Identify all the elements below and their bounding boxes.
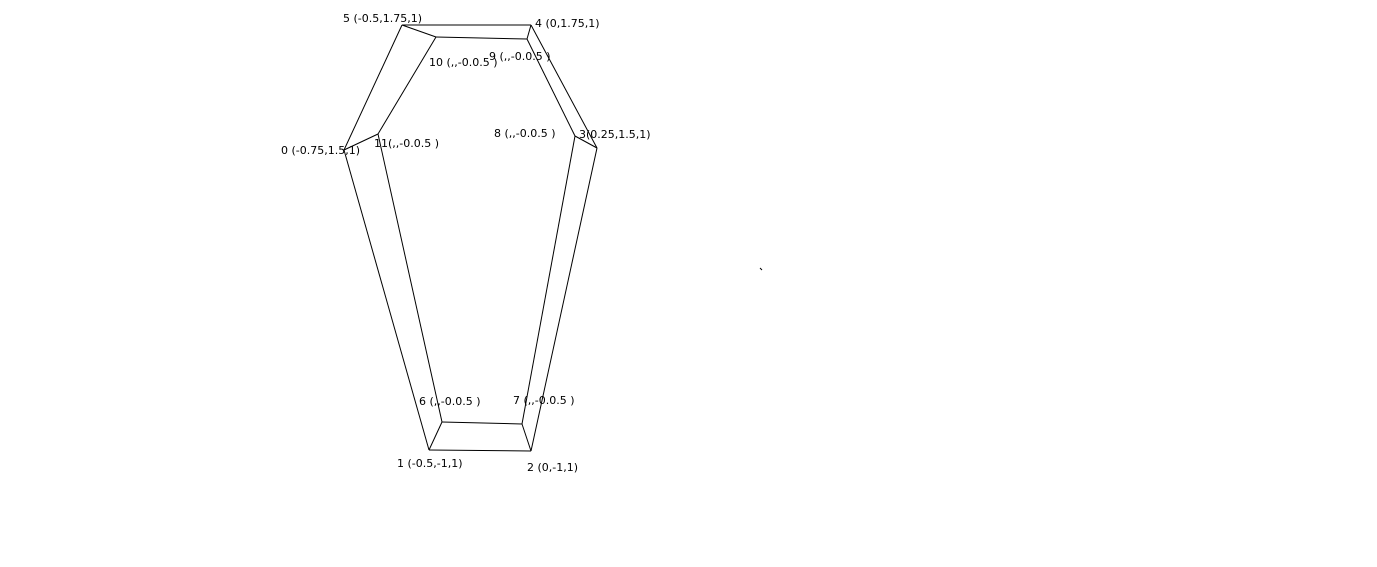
vertex-label-6: 6 (,,-0.0.5 ) bbox=[419, 395, 481, 408]
label-layer: 0 (-0.75,1.5,1) 1 (-0.5,-1,1) 2 (0,-1,1)… bbox=[281, 12, 651, 474]
edge-2-7 bbox=[521, 423, 532, 452]
vertex-label-7: 7 (,,-0.0.5 ) bbox=[513, 394, 575, 407]
vertex-label-0: 0 (-0.75,1.5,1) bbox=[281, 144, 360, 157]
edge-2-3 bbox=[530, 147, 598, 452]
vertex-label-9: 9 (,,-0.0.5 ) bbox=[489, 50, 551, 63]
vertex-label-4: 4 (0,1.75,1) bbox=[535, 17, 600, 30]
edge-1-2 bbox=[428, 449, 532, 452]
vertex-label-11: 11(,,-0.0.5 ) bbox=[374, 137, 439, 150]
vertex-label-8: 8 (,,-0.0.5 ) bbox=[494, 127, 556, 140]
edge-5-10 bbox=[401, 24, 437, 38]
edge-0-1 bbox=[343, 149, 430, 451]
vertex-label-2: 2 (0,-1,1) bbox=[527, 461, 578, 474]
stray-mark bbox=[759, 267, 763, 271]
vertex-label-5: 5 (-0.5,1.75,1) bbox=[343, 12, 422, 25]
edge-11-6 bbox=[377, 133, 443, 423]
edge-1-6 bbox=[428, 421, 443, 451]
vertex-label-3: 3(0.25,1.5,1) bbox=[579, 128, 651, 141]
edge-5-0 bbox=[343, 24, 403, 151]
edge-7-8 bbox=[521, 135, 576, 425]
edge-3-8 bbox=[574, 135, 598, 149]
edge-6-7 bbox=[441, 421, 523, 425]
edge-layer bbox=[343, 24, 598, 452]
edge-10-11 bbox=[377, 36, 437, 135]
vertex-label-10: 10 (,,-0.0.5 ) bbox=[429, 56, 498, 69]
edge-8-9 bbox=[526, 38, 576, 137]
edge-3-4 bbox=[530, 24, 598, 149]
edge-4-9 bbox=[526, 24, 532, 40]
edge-9-10 bbox=[435, 36, 528, 40]
edge-0-11 bbox=[343, 133, 379, 151]
vertex-label-1: 1 (-0.5,-1,1) bbox=[397, 457, 463, 470]
